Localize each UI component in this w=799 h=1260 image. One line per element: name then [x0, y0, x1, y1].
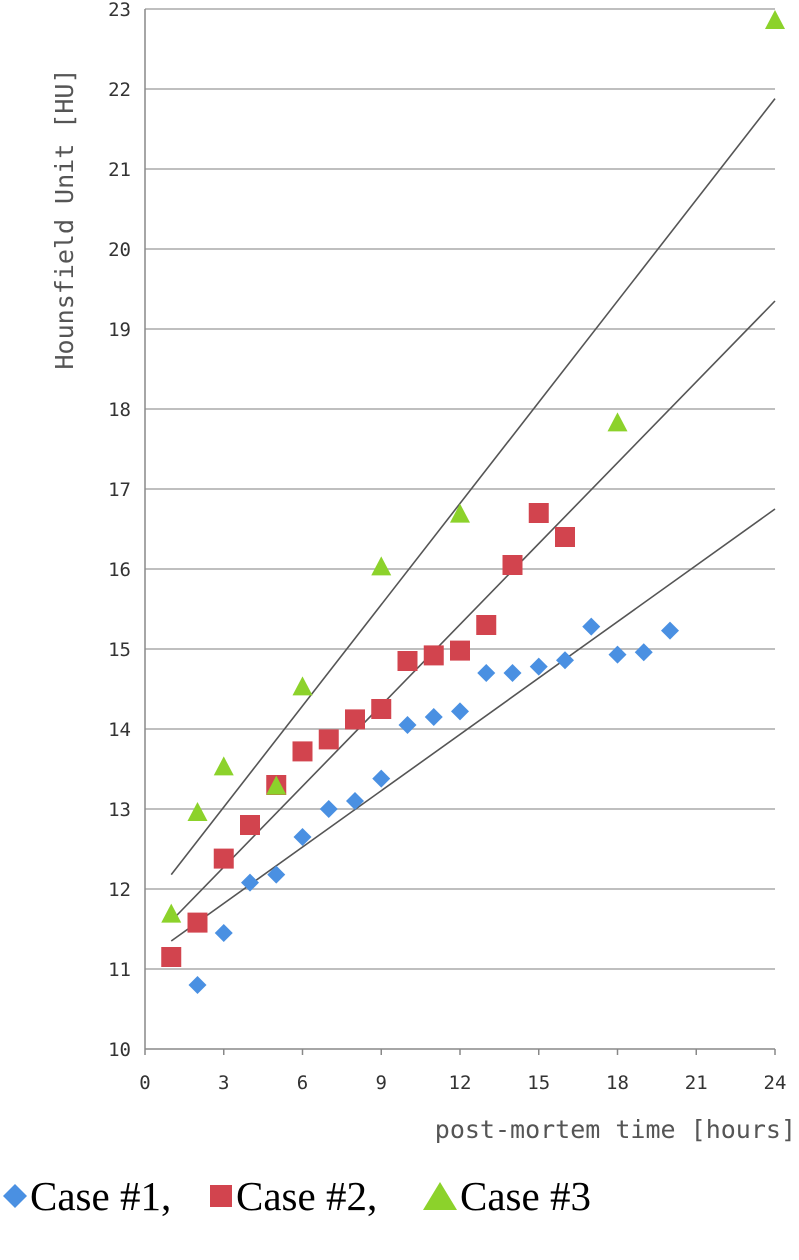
- data-point-series-2-4: [240, 815, 260, 835]
- data-point-series-1-6: [319, 800, 338, 818]
- y-tick-label-23: 23: [108, 0, 131, 21]
- data-point-series-1-5: [293, 828, 312, 846]
- gridlines: [145, 8, 775, 970]
- y-tick-label-11: 11: [108, 959, 131, 981]
- data-point-series-2-7: [318, 729, 339, 750]
- legend-label-case-2: Case #2,: [236, 1173, 378, 1219]
- y-tick-label-14: 14: [108, 719, 131, 741]
- y-tick-label-18: 18: [108, 399, 131, 421]
- y-tick-label-17: 17: [108, 479, 131, 501]
- data-point-series-1-14: [529, 657, 548, 676]
- legend-label-case-3: Case #3: [460, 1173, 591, 1219]
- data-point-series-2-3: [213, 848, 234, 869]
- axes: [144, 9, 776, 1055]
- y-tick-label-12: 12: [108, 879, 131, 901]
- y-tick-label-10: 10: [108, 1039, 131, 1061]
- legend-item-case-2: Case #2,: [206, 1172, 377, 1220]
- x-axis-title: post-mortem time [hours]: [435, 1115, 796, 1144]
- data-point-series-1-2: [214, 924, 233, 942]
- y-tick-label-15: 15: [108, 639, 131, 661]
- data-point-series-2-13: [476, 615, 497, 635]
- data-point-series-2-14: [502, 555, 523, 575]
- data-point-series-1-1: [188, 976, 207, 994]
- y-tick-label-16: 16: [108, 559, 131, 581]
- y-axis-title: Hounsfield Unit [HU]: [50, 68, 79, 369]
- data-point-series-3-4: [266, 775, 287, 795]
- data-point-series-2-8: [345, 709, 365, 730]
- data-point-series-2-10: [397, 651, 418, 671]
- legend-item-case-1: Case #1,: [0, 1172, 171, 1220]
- data-point-series-3-2: [187, 802, 208, 821]
- data-point-series-1-7: [346, 792, 364, 810]
- data-point-series-1-10: [424, 708, 443, 726]
- x-tick-label-18: 18: [606, 1072, 629, 1094]
- data-point-series-1-11: [451, 702, 469, 721]
- triangle-marker-icon: [423, 1182, 457, 1210]
- trendline-series-1: [170, 508, 776, 942]
- data-point-series-3-7: [450, 503, 470, 523]
- data-point-series-1-15: [556, 651, 574, 670]
- x-tick-label-3: 3: [218, 1072, 229, 1094]
- trendlines: [170, 98, 776, 942]
- scatter-chart: 10 11 12 13 14 15 16 17 18 19 20 21 22 23 0 3 6 9 12 15 18 21…: [50, 0, 796, 1144]
- data-point-series-2-6: [292, 741, 313, 762]
- trendline-series-2: [170, 300, 776, 922]
- legend-item-case-3: Case #3: [420, 1172, 591, 1220]
- x-tick-label-6: 6: [297, 1072, 308, 1094]
- x-tick-label-0: 0: [139, 1072, 150, 1094]
- data-point-series-2-16: [555, 527, 575, 547]
- data-point-series-1-12: [477, 664, 496, 682]
- data-point-series-2-12: [450, 640, 470, 661]
- trendline-series-3: [170, 98, 776, 876]
- x-tick-label-12: 12: [449, 1072, 472, 1094]
- data-points: [161, 10, 785, 994]
- data-point-series-1-13: [503, 664, 522, 682]
- legend: Case #1, Case #2, Case #3: [0, 1172, 799, 1232]
- data-point-series-3-3: [213, 756, 234, 776]
- square-marker-icon: [210, 1185, 232, 1207]
- data-point-series-2-11: [423, 645, 444, 666]
- y-tick-label-13: 13: [108, 799, 131, 821]
- x-tick-label-24: 24: [764, 1072, 787, 1094]
- data-point-series-2-15: [528, 503, 549, 523]
- data-point-series-1-16: [582, 617, 601, 636]
- data-point-series-3-5: [292, 676, 313, 696]
- data-point-series-1-9: [398, 716, 417, 734]
- data-point-series-1-19: [661, 621, 679, 640]
- data-point-series-3-9: [765, 10, 785, 29]
- y-tick-label-20: 20: [108, 239, 131, 261]
- data-point-series-3-1: [161, 903, 182, 923]
- data-point-series-1-17: [608, 645, 627, 664]
- data-point-series-2-1: [161, 947, 182, 967]
- diamond-marker-icon: [3, 1184, 27, 1208]
- data-point-series-1-4: [267, 865, 286, 884]
- data-point-series-1-8: [372, 769, 391, 788]
- data-point-series-3-6: [371, 556, 392, 576]
- legend-label-case-1: Case #1,: [30, 1173, 172, 1219]
- y-tick-label-22: 22: [108, 79, 131, 101]
- x-tick-label-21: 21: [685, 1072, 708, 1094]
- x-tick-label-15: 15: [527, 1072, 550, 1094]
- data-point-series-1-18: [634, 643, 653, 662]
- y-tick-label-19: 19: [108, 319, 131, 341]
- y-tick-label-21: 21: [108, 159, 131, 181]
- tick-labels: 10 11 12 13 14 15 16 17 18 19 20 21 22 23 0 3 6 9 12 15 18 21…: [108, 0, 786, 1094]
- data-point-series-2-2: [187, 912, 208, 933]
- data-point-series-1-3: [241, 873, 259, 892]
- data-point-series-2-9: [371, 699, 392, 719]
- data-point-series-3-8: [607, 412, 628, 432]
- x-tick-label-9: 9: [376, 1072, 387, 1094]
